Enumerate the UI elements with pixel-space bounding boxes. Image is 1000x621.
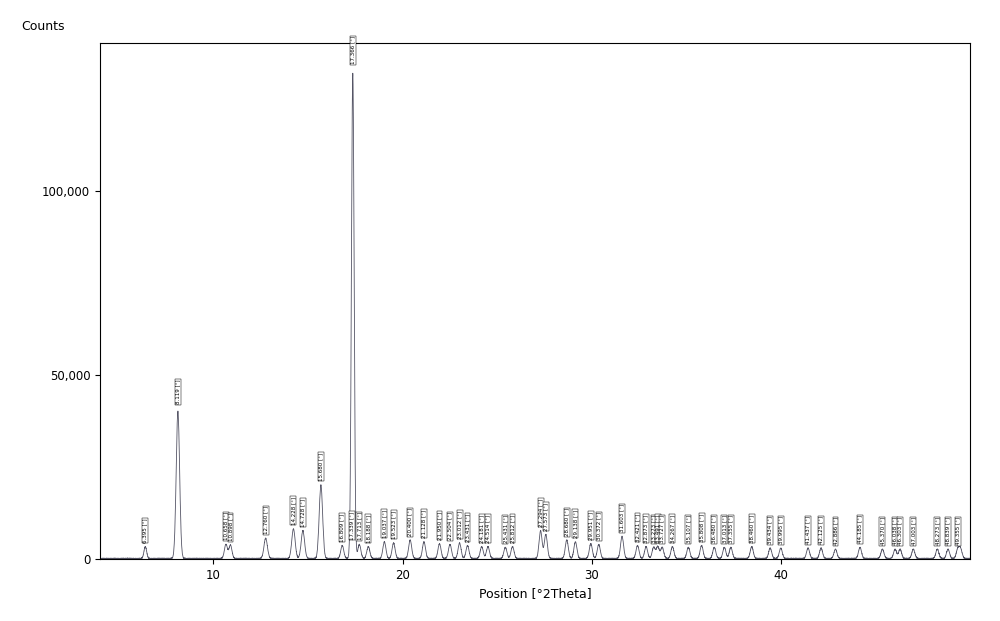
Text: 46.303 [°]: 46.303 [°] [898,517,903,545]
Text: 6.395 [°]: 6.395 [°] [143,518,148,543]
Text: 27.573 [°]: 27.573 [°] [543,502,548,530]
Text: 48.839 [°]: 48.839 [°] [946,517,951,545]
Text: 15.680 [°]: 15.680 [°] [318,453,323,481]
Text: Counts: Counts [22,20,65,33]
Text: 41.437 [°]: 41.437 [°] [806,516,811,544]
Text: 14.728 [°]: 14.728 [°] [300,499,305,527]
Text: 16.809 [°]: 16.809 [°] [340,514,345,542]
Text: 42.125 [°]: 42.125 [°] [819,516,824,544]
Text: 10.898 [°]: 10.898 [°] [228,513,233,542]
Text: 47.003 [°]: 47.003 [°] [911,517,916,545]
Text: 39.434 [°]: 39.434 [°] [768,516,773,544]
Text: 36.480 [°]: 36.480 [°] [712,515,717,543]
Text: 33.273 [°]: 33.273 [°] [651,515,656,543]
Text: 37.355 [°]: 37.355 [°] [728,515,733,543]
Text: 29.138 [°]: 29.138 [°] [573,510,578,538]
Text: 25.431 [°]: 25.431 [°] [503,515,508,543]
Text: 30.372 [°]: 30.372 [°] [596,512,601,540]
Text: 17.339 [°]: 17.339 [°] [350,512,355,540]
Text: 12.760 [°]: 12.760 [°] [263,506,268,534]
Text: 37.013 [°]: 37.013 [°] [722,515,727,543]
Text: 21.950 [°]: 21.950 [°] [437,512,442,540]
Text: 8.119 [°]: 8.119 [°] [175,379,180,404]
Text: 46.038 [°]: 46.038 [°] [893,517,898,545]
Text: 19.523 [°]: 19.523 [°] [391,511,396,539]
Text: 28.680 [°]: 28.680 [°] [564,508,569,536]
Text: 39.995 [°]: 39.995 [°] [778,516,783,544]
Text: 38.460 [°]: 38.460 [°] [749,515,754,543]
Text: 34.267 [°]: 34.267 [°] [670,515,675,543]
Text: 17.366 [°]: 17.366 [°] [350,36,355,64]
Text: 10.658 [°]: 10.658 [°] [223,512,228,540]
Text: 35.808 [°]: 35.808 [°] [699,514,704,542]
Text: 22.504 [°]: 22.504 [°] [447,512,452,540]
Text: 33.491 [°]: 33.491 [°] [655,515,660,543]
Text: 21.128 [°]: 21.128 [°] [421,510,426,538]
Text: 33.727 [°]: 33.727 [°] [660,515,665,543]
Text: 44.185 [°]: 44.185 [°] [858,515,863,543]
Text: 23.012 [°]: 23.012 [°] [457,511,462,539]
Text: 29.951 [°]: 29.951 [°] [588,512,593,540]
Text: 48.273 [°]: 48.273 [°] [935,517,940,545]
Text: 18.188 [°]: 18.188 [°] [366,515,371,543]
Text: 32.421 [°]: 32.421 [°] [635,514,640,542]
Text: 23.431 [°]: 23.431 [°] [465,514,470,542]
Text: 42.886 [°]: 42.886 [°] [833,517,838,545]
Text: 25.812 [°]: 25.812 [°] [510,515,515,543]
Text: 24.181 [°]: 24.181 [°] [479,515,484,543]
Text: 14.228 [°]: 14.228 [°] [291,497,296,525]
Text: 27.294 [°]: 27.294 [°] [538,499,543,527]
Text: 45.370 [°]: 45.370 [°] [880,517,885,545]
Text: 20.400 [°]: 20.400 [°] [408,508,413,536]
X-axis label: Position [°2Theta]: Position [°2Theta] [479,587,591,600]
Text: 19.037 [°]: 19.037 [°] [382,510,387,538]
Text: 35.107 [°]: 35.107 [°] [686,515,691,543]
Text: 24.514 [°]: 24.514 [°] [485,515,490,543]
Text: 31.603 [°]: 31.603 [°] [620,504,625,532]
Text: 17.713 [°]: 17.713 [°] [357,512,362,540]
Text: 49.355 [°]: 49.355 [°] [955,517,960,545]
Text: 32.873 [°]: 32.873 [°] [644,515,649,543]
